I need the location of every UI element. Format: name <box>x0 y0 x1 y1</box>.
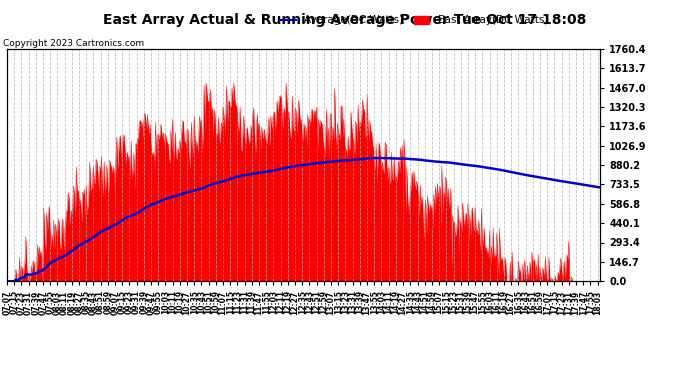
Legend: Average(DC Watts), East Array(DC Watts): Average(DC Watts), East Array(DC Watts) <box>276 11 552 30</box>
Text: Copyright 2023 Cartronics.com: Copyright 2023 Cartronics.com <box>3 39 145 48</box>
Text: East Array Actual & Running Average Power Tue Oct 17 18:08: East Array Actual & Running Average Powe… <box>104 13 586 27</box>
